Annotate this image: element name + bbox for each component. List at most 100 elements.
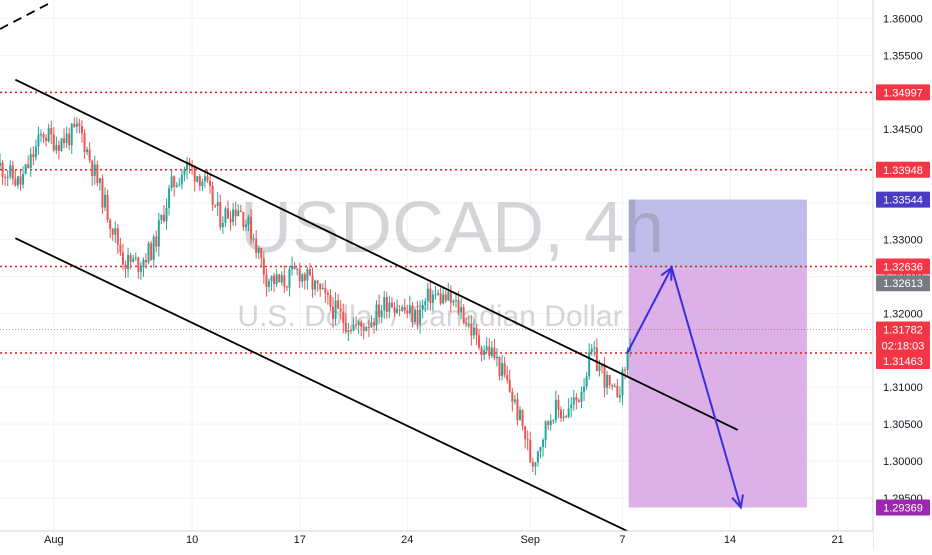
candle-body [495, 356, 498, 359]
candle-body [439, 293, 442, 304]
candle-body [524, 426, 527, 440]
trend-channel[interactable] [0, 3, 739, 537]
price-tag-box [876, 161, 930, 178]
candle-body [285, 286, 288, 288]
candle-body [460, 307, 463, 313]
candle-body [216, 202, 219, 206]
candle-body [411, 305, 414, 323]
projection-arrows[interactable] [626, 265, 744, 510]
candle-body [237, 210, 240, 217]
candle-body [293, 265, 296, 269]
candle-body [162, 214, 165, 222]
candle-body [280, 275, 283, 283]
candle-body [214, 204, 217, 206]
candle-body [334, 300, 337, 319]
candle-body [165, 207, 168, 222]
candle-body [114, 228, 117, 235]
price-axis: 1.360001.355001.350001.345001.340001.335… [872, 0, 932, 550]
price-tick-label: 1.34500 [883, 124, 923, 136]
candle-body [531, 462, 534, 467]
time-tick-label: Aug [44, 534, 64, 546]
candle-body [483, 350, 486, 356]
candle-body [0, 162, 1, 166]
candle-body [93, 164, 96, 177]
candle-body [60, 138, 63, 151]
price-tick-label: 1.30000 [883, 456, 923, 468]
candle-body [303, 274, 306, 281]
price-tag-box [876, 191, 930, 208]
time-tick-label: 7 [619, 534, 625, 546]
candle-body [219, 202, 222, 228]
candle-body [493, 347, 496, 359]
candle-body [170, 176, 173, 189]
dashed-trend-line[interactable] [0, 3, 49, 30]
candle-body [472, 327, 475, 336]
candle-body [577, 400, 580, 402]
candle-body [544, 421, 547, 441]
candle-body [27, 164, 30, 169]
candle-body [352, 324, 355, 331]
price-tag-box [876, 84, 930, 101]
candle-body [457, 299, 460, 313]
candle-body [311, 275, 314, 290]
candle-body [283, 275, 286, 287]
candle-body [127, 254, 130, 269]
candle-body [247, 216, 250, 225]
candle-body [65, 133, 68, 144]
candle-body [224, 208, 227, 224]
candle-body [183, 169, 186, 175]
candle-body [583, 386, 586, 393]
candle-body [534, 462, 537, 467]
candle-body [83, 133, 86, 153]
candle-body [332, 306, 335, 319]
target-zone[interactable] [628, 268, 807, 508]
candle-body [357, 321, 360, 325]
price-tag-label: 1.34997 [883, 87, 923, 99]
channel-lower-line[interactable] [14, 237, 639, 537]
candle-body [32, 154, 35, 158]
candle-body [63, 138, 66, 144]
candle-body [78, 123, 81, 127]
candle-body [549, 420, 552, 426]
candle-body [226, 208, 229, 219]
candle-body [498, 356, 501, 377]
candle-body [121, 252, 124, 265]
candle-body [173, 176, 176, 187]
candle-body [308, 269, 311, 276]
candle-body [98, 178, 101, 184]
candle-body [442, 294, 445, 304]
candle-body [193, 167, 196, 182]
candle-body [314, 280, 317, 290]
candle-body [329, 294, 332, 307]
candle-body [506, 374, 509, 380]
candle-body [116, 228, 119, 245]
candle-body [516, 399, 519, 420]
candle-body [260, 248, 263, 259]
candle-body [611, 385, 614, 387]
candle-body [6, 176, 9, 178]
candle-body [452, 300, 455, 303]
candle-body [390, 302, 393, 308]
candle-body [242, 211, 245, 228]
time-axis-bg [0, 531, 873, 550]
stop-zone[interactable] [628, 199, 807, 269]
candle-body [365, 326, 368, 332]
candle-body [521, 409, 524, 427]
candle-body [600, 365, 603, 367]
candle-body [180, 174, 183, 185]
candle-body [606, 374, 609, 388]
candle-body [275, 274, 278, 284]
candle-body [559, 409, 562, 419]
candle-body [595, 347, 598, 371]
candle-body [96, 164, 99, 184]
candle-body [503, 363, 506, 375]
candle-body [239, 210, 242, 212]
candle-body [626, 350, 629, 370]
channel-upper-line[interactable] [14, 78, 739, 431]
candle-body [485, 346, 488, 351]
candle-body [129, 254, 132, 262]
candle-body [16, 176, 19, 186]
candle-body [278, 274, 281, 283]
